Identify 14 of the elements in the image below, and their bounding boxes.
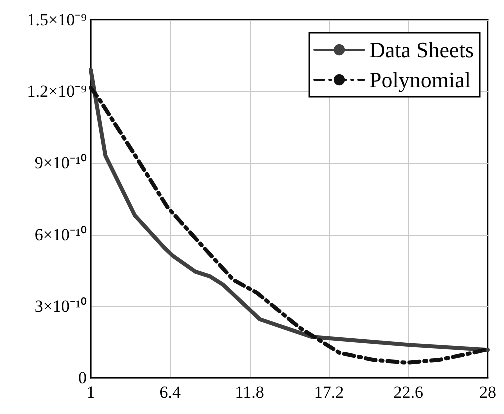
x-tick-label: 22.6: [394, 383, 424, 402]
x-tick-label: 11.8: [235, 383, 264, 402]
y-tick-label: 9×10⁻¹⁰: [34, 154, 87, 173]
y-tick-label: 3×10⁻¹⁰: [34, 296, 87, 316]
y-tick-label: 6×10⁻¹⁰: [34, 225, 87, 244]
x-tick-label: 17.2: [314, 383, 344, 402]
legend-label: Polynomial: [370, 68, 471, 92]
y-tick-label: 0: [78, 368, 87, 388]
x-tick-label: 6.4: [160, 383, 182, 402]
y-tick-label: 1.2×10⁻⁹: [27, 82, 88, 102]
x-tick-label: 1: [86, 383, 96, 402]
y-tick-label: 1.5×10⁻⁹: [27, 10, 88, 30]
legend-label: Data Sheets: [370, 38, 474, 62]
x-tick-label: 28: [480, 383, 496, 402]
